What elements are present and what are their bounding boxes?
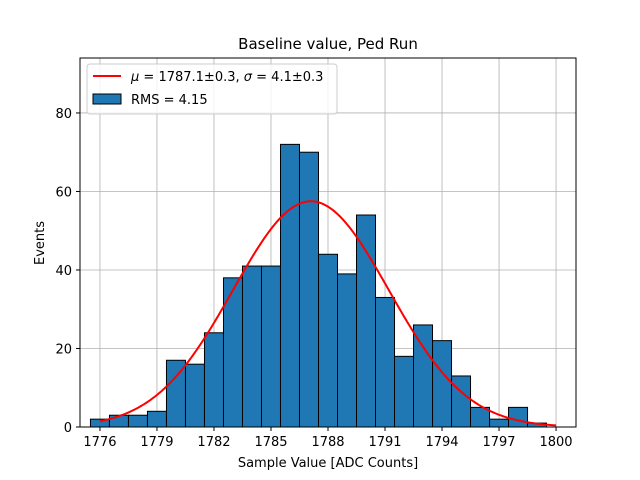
y-tick-label: 0 xyxy=(64,421,72,436)
histogram-bar xyxy=(279,143,300,428)
legend-sigma-symbol: σ xyxy=(244,70,253,85)
x-tick-label: 1776 xyxy=(83,435,116,450)
legend-box xyxy=(86,63,338,115)
legend-mu-value: = 1787.1±0.3, xyxy=(139,70,243,85)
x-tick-label: 1788 xyxy=(311,435,344,450)
gaussian-fit-curve xyxy=(99,200,557,427)
histogram-bar xyxy=(375,296,396,428)
x-tick-label: 1800 xyxy=(539,435,572,450)
y-tick-label: 40 xyxy=(55,264,72,279)
histogram-bar xyxy=(508,406,529,428)
histogram-bar xyxy=(203,332,224,428)
legend-histogram-label: RMS = 4.15 xyxy=(131,93,208,108)
x-tick-label: 1797 xyxy=(482,435,515,450)
histogram-bar xyxy=(394,355,415,428)
histogram-bar xyxy=(451,375,472,428)
histogram-bar xyxy=(298,151,319,428)
histogram-bar xyxy=(432,340,453,428)
y-tick-label: 60 xyxy=(55,185,72,200)
legend-sigma-value: = 4.1±0.3 xyxy=(252,70,323,85)
y-tick-label: 20 xyxy=(55,342,72,357)
histogram-bar xyxy=(260,265,281,428)
x-axis-label: Sample Value [ADC Counts] xyxy=(238,456,418,471)
histogram-bar xyxy=(337,273,358,428)
y-axis-ticks: 0 20 40 60 80 xyxy=(55,107,80,436)
chart-title: Baseline value, Ped Run xyxy=(238,35,418,53)
x-tick-label: 1791 xyxy=(368,435,401,450)
x-tick-label: 1779 xyxy=(140,435,173,450)
x-tick-label: 1794 xyxy=(425,435,458,450)
histogram-bar xyxy=(146,410,167,428)
x-axis-ticks: 1776 1779 1782 1785 1788 1791 1794 1797 1800 xyxy=(83,427,573,450)
x-tick-label: 1785 xyxy=(254,435,287,450)
histogram-bars xyxy=(89,143,548,428)
histogram-bar xyxy=(489,418,510,428)
y-axis-label: Events xyxy=(33,221,48,265)
histogram-bar xyxy=(127,414,148,428)
legend-fit-label: μ = 1787.1±0.3, σ = 4.1±0.3 xyxy=(130,70,323,85)
y-tick-label: 80 xyxy=(55,107,72,122)
x-tick-label: 1782 xyxy=(197,435,230,450)
legend: μ = 1787.1±0.3, σ = 4.1±0.3 RMS = 4.15 xyxy=(86,63,338,115)
histogram-bar xyxy=(413,324,434,428)
histogram-bar xyxy=(317,253,339,428)
legend-mu-symbol: μ xyxy=(130,70,139,85)
legend-histogram-swatch xyxy=(92,93,122,105)
histogram-bar xyxy=(356,214,377,428)
histogram-bar xyxy=(241,265,262,428)
histogram-bar xyxy=(184,363,205,428)
